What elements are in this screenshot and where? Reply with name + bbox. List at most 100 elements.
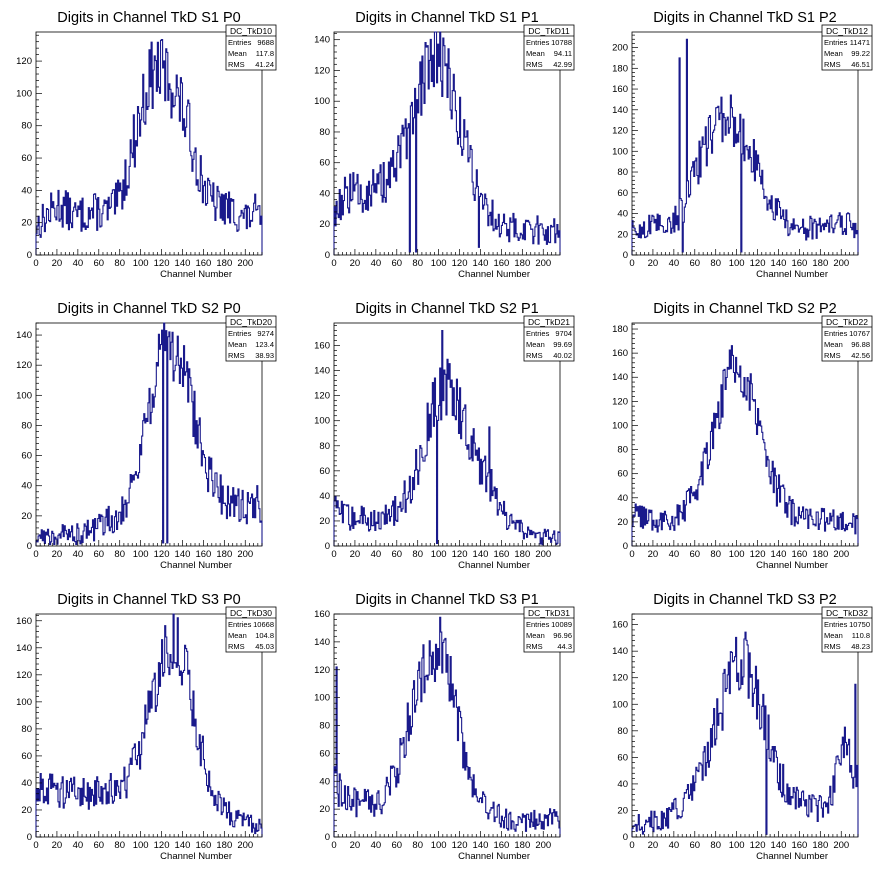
stats-name: DC_TkD30	[230, 608, 272, 618]
x-tick-label: 60	[391, 258, 402, 269]
chart-title: Digits in Channel TkD S1 P0	[57, 10, 241, 26]
x-tick-label: 200	[833, 549, 849, 560]
stats-key: RMS	[824, 351, 841, 360]
x-tick-label: 140	[473, 258, 489, 269]
y-tick-label: 60	[617, 752, 628, 763]
chart-title: Digits in Channel TkD S2 P1	[355, 301, 539, 317]
y-tick-label: 100	[612, 699, 628, 710]
y-tick-label: 40	[21, 481, 32, 492]
x-tick-label: 40	[371, 549, 382, 560]
histogram-series-line	[35, 613, 263, 837]
x-tick-label: 40	[371, 840, 382, 851]
stats-entries-value: 9704	[555, 329, 572, 338]
x-tick-label: 40	[669, 840, 680, 851]
histogram-svg: Digits in Channel TkD S3 P0 0 20 40 60 80 100 1…	[16, 592, 277, 862]
chart-title: Digits in Channel TkD S3 P0	[57, 592, 241, 608]
y-tick-label: 120	[314, 65, 330, 76]
y-origin-label: 0	[27, 250, 32, 261]
y-tick-label: 180	[612, 324, 628, 335]
x-tick-label: 140	[175, 840, 191, 851]
y-tick-label: 40	[21, 778, 32, 789]
stats-rms-value: 48.23	[851, 642, 870, 651]
x-tick-label: 180	[812, 549, 828, 560]
x-tick-label: 100	[729, 549, 745, 560]
stats-key: RMS	[824, 642, 841, 651]
x-tick-label: 80	[710, 549, 721, 560]
y-tick-label: 140	[314, 366, 330, 377]
stats-entries-value: 10668	[253, 620, 274, 629]
x-tick-label: 180	[812, 840, 828, 851]
stats-entries-value: 9274	[257, 329, 274, 338]
stats-rms-value: 44.3	[557, 642, 572, 651]
x-axis-label: Channel Number	[458, 560, 530, 571]
stats-rms-value: 42.56	[851, 351, 870, 360]
y-tick-label: 80	[21, 121, 32, 132]
y-tick-label: 120	[612, 126, 628, 137]
x-tick-label: 160	[791, 840, 807, 851]
stats-box	[225, 315, 277, 362]
x-tick-label: 20	[350, 549, 361, 560]
y-tick-label: 140	[16, 330, 32, 341]
stats-name: DC_TkD22	[826, 317, 868, 327]
stats-entries-value: 11471	[850, 38, 870, 47]
stats-box	[225, 606, 277, 653]
x-tick-label: 0	[33, 258, 38, 269]
x-axis-label: Channel Number	[458, 851, 530, 862]
histogram-panel: Digits in Channel TkD S2 P0 0 20 40 60 80 100 1…	[0, 291, 298, 582]
stats-box	[821, 606, 873, 653]
x-tick-label: 60	[689, 840, 700, 851]
y-tick-label: 40	[617, 209, 628, 220]
stats-name: DC_TkD10	[230, 26, 272, 36]
y-tick-label: 140	[612, 105, 628, 116]
x-tick-label: 60	[391, 840, 402, 851]
stats-rms-value: 41.24	[255, 60, 274, 69]
histogram-panel: Digits in Channel TkD S1 P2 0 20 40 60 80 100 1…	[596, 0, 894, 291]
chart-title: Digits in Channel TkD S1 P1	[355, 10, 539, 26]
y-tick-label: 100	[612, 420, 628, 431]
y-tick-label: 160	[612, 620, 628, 631]
x-tick-label: 140	[473, 840, 489, 851]
histogram-svg: Digits in Channel TkD S1 P1 0 20 40 60 80 100 1…	[314, 10, 575, 280]
y-origin-label: 0	[623, 541, 628, 552]
stats-name: DC_TkD21	[528, 317, 570, 327]
histogram-panel: Digits in Channel TkD S1 P1 0 20 40 60 80 100 1…	[298, 0, 596, 291]
x-tick-label: 120	[154, 840, 170, 851]
y-tick-label: 80	[617, 726, 628, 737]
histogram-svg: Digits in Channel TkD S1 P2 0 20 40 60 80 100 1…	[612, 10, 873, 280]
y-tick-label: 60	[21, 451, 32, 462]
y-tick-label: 140	[16, 643, 32, 654]
x-tick-label: 140	[473, 549, 489, 560]
stats-key: Entries	[526, 38, 550, 47]
stats-key: RMS	[526, 351, 543, 360]
stats-rms-value: 46.51	[851, 60, 870, 69]
y-tick-label: 120	[16, 670, 32, 681]
y-tick-label: 20	[319, 516, 330, 527]
x-tick-label: 60	[93, 549, 104, 560]
stats-rms-value: 42.99	[553, 60, 572, 69]
x-axis-label: Channel Number	[160, 269, 232, 280]
histogram-series-line	[631, 631, 859, 837]
x-tick-label: 20	[350, 840, 361, 851]
x-tick-label: 120	[452, 549, 468, 560]
stats-mean-value: 96.96	[553, 631, 572, 640]
x-tick-label: 60	[93, 258, 104, 269]
x-tick-label: 180	[216, 258, 232, 269]
x-axis-label: Channel Number	[160, 560, 232, 571]
y-origin-label: 0	[325, 541, 330, 552]
x-tick-label: 140	[175, 549, 191, 560]
stats-mean-value: 96.88	[851, 340, 870, 349]
x-tick-label: 80	[114, 258, 125, 269]
chart-title: Digits in Channel TkD S2 P2	[653, 301, 837, 317]
stats-key: RMS	[228, 60, 245, 69]
stats-mean-value: 99.22	[851, 49, 870, 58]
y-tick-label: 120	[314, 665, 330, 676]
y-tick-label: 60	[319, 466, 330, 477]
histogram-svg: Digits in Channel TkD S2 P2 0 20 40 60 80 100 1…	[612, 301, 873, 571]
histogram-svg: Digits in Channel TkD S2 P0 0 20 40 60 80 100 1…	[16, 301, 277, 571]
y-tick-label: 60	[319, 158, 330, 169]
y-tick-label: 160	[314, 609, 330, 620]
x-tick-label: 200	[237, 258, 253, 269]
x-tick-label: 100	[133, 840, 149, 851]
x-tick-label: 80	[114, 549, 125, 560]
stats-mean-value: 104.8	[255, 631, 274, 640]
